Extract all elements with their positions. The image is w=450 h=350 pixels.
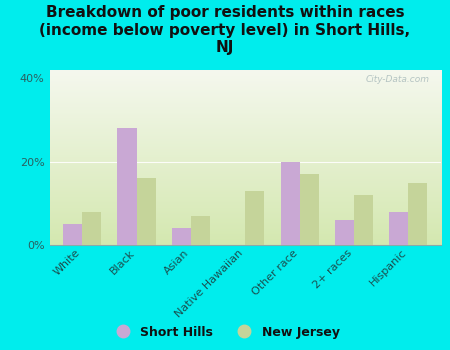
- Bar: [63, 224, 82, 245]
- Bar: [281, 162, 300, 245]
- Bar: [409, 182, 428, 245]
- Bar: [389, 212, 409, 245]
- Bar: [245, 191, 264, 245]
- Bar: [82, 212, 101, 245]
- Text: Breakdown of poor residents within races
(income below poverty level) in Short H: Breakdown of poor residents within races…: [40, 5, 410, 55]
- Bar: [136, 178, 156, 245]
- Bar: [172, 228, 191, 245]
- Bar: [335, 220, 354, 245]
- Bar: [117, 128, 136, 245]
- Bar: [300, 174, 319, 245]
- Legend: Short Hills, New Jersey: Short Hills, New Jersey: [105, 321, 345, 344]
- Bar: [191, 216, 210, 245]
- Bar: [354, 195, 373, 245]
- Text: City-Data.com: City-Data.com: [365, 75, 429, 84]
